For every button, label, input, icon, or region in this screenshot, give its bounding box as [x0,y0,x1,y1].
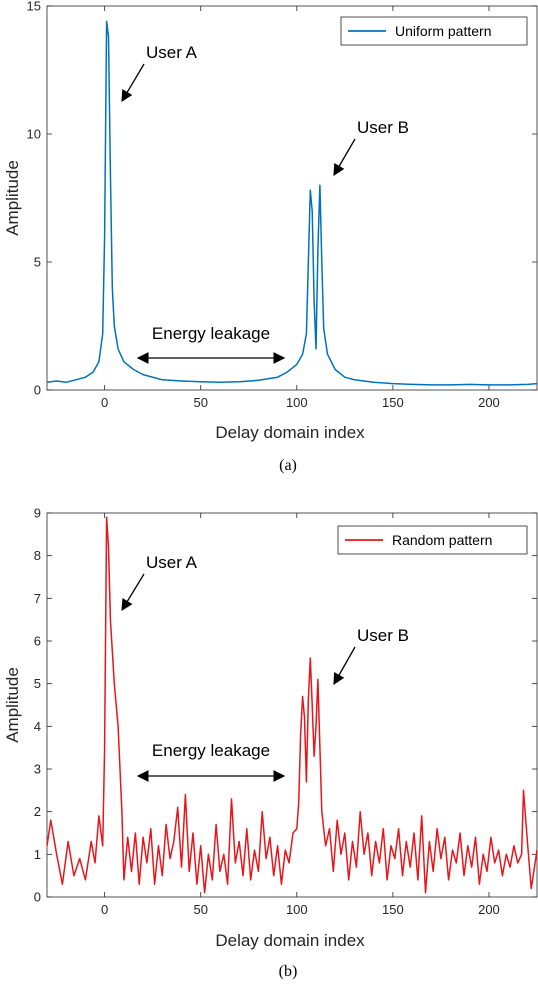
arrow-user-a-b [121,573,145,611]
y-tick-label-b-2: 2 [34,804,41,819]
chart-panel-b: 0 50 100 150 200 0 1 2 3 4 5 6 7 8 9 Delay domain inde… [3,506,538,980]
x-tick-label-b-2: 100 [286,902,308,917]
y-tick-label-a-0: 0 [34,383,41,398]
x-tick-label-b-4: 200 [478,902,500,917]
x-tick-label-a-2: 100 [286,395,308,410]
plot-area-b: 0 50 100 150 200 0 1 2 3 4 5 6 7 8 9 [34,506,538,917]
y-tick-label-b-6: 6 [34,634,41,649]
x-tick-label-a-3: 150 [382,395,404,410]
panel-caption-a: (a) [279,457,297,474]
arrow-user-a-a [121,63,145,103]
x-tick-label-a-1: 50 [193,395,207,410]
x-tick-label-b-3: 150 [382,902,404,917]
y-tick-label-b-1: 1 [34,847,41,862]
y-tick-label-b-3: 3 [34,762,41,777]
x-tick-label-b-1: 50 [193,902,207,917]
x-tick-label-b-0: 0 [101,902,108,917]
arrow-user-b-b [333,646,356,686]
legend-b: Random pattern [337,525,528,555]
legend-label-a: Uniform pattern [395,23,491,39]
xlabel-a: Delay domain index [215,423,365,442]
annotation-user-a-b: User A [146,553,198,572]
y-tick-label-b-4: 4 [34,719,41,734]
series-line-b-0 [46,516,538,894]
y-tick-label-a-1: 5 [34,255,41,270]
axes-frame-b [46,512,538,898]
y-tick-label-b-0: 0 [34,890,41,905]
series-line-a-0 [46,20,538,386]
annotation-user-b-a: User B [357,118,409,137]
axes-frame-a [46,5,538,391]
y-tick-label-b-8: 8 [34,548,41,563]
legend-label-b: Random pattern [392,532,492,548]
y-tick-label-a-2: 10 [27,127,41,142]
annotation-user-b-b: User B [357,626,409,645]
y-tick-label-b-5: 5 [34,676,41,691]
y-tick-label-b-9: 9 [34,506,41,521]
y-tick-label-b-7: 7 [34,591,41,606]
xlabel-b: Delay domain index [215,931,365,950]
annotation-user-a-a: User A [146,43,198,62]
x-tick-label-a-4: 200 [478,395,500,410]
ylabel-b: Amplitude [3,667,22,743]
legend-a: Uniform pattern [340,16,528,46]
arrow-user-b-a [333,138,356,177]
panel-caption-b: (b) [279,963,298,980]
y-tick-label-a-3: 15 [27,0,41,14]
ylabel-a: Amplitude [3,160,22,236]
chart-panel-a: 0 50 100 150 200 0 5 10 15 Delay domain index Am… [3,0,538,474]
plot-area-a: 0 50 100 150 200 0 5 10 15 [27,0,538,410]
x-tick-label-a-0: 0 [101,395,108,410]
annotation-leakage-b: Energy leakage [152,741,270,760]
annotation-leakage-a: Energy leakage [152,324,270,343]
